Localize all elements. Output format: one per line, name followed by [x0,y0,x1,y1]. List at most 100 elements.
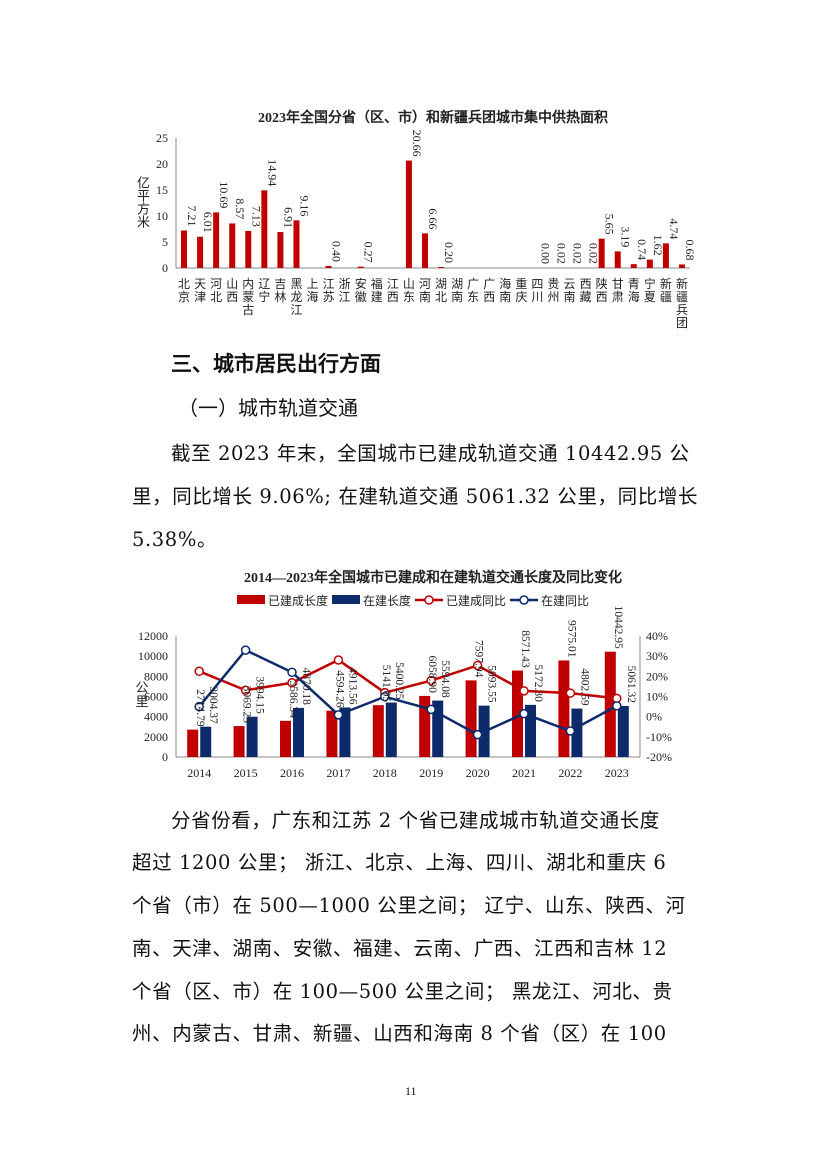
paragraph-line: 超过 1200 公里； 浙江、北京、上海、四川、湖北和重庆 6 [132,851,667,874]
x-tick-label: 四 [531,277,543,291]
bar [326,710,338,757]
chart-title: 2014—2023年全国城市已建成和在建轨道交通长度及同比变化 [244,569,622,586]
bar [598,238,605,268]
x-tick-label: 东 [467,290,479,304]
y-axis-label: 公 [135,680,148,695]
bar [339,707,351,757]
x-tick-label: 2020 [466,766,490,780]
bar [678,264,685,268]
x-tick-label: 2017 [326,766,350,780]
bar [646,259,653,268]
line-marker [472,660,483,671]
section-heading: 三、城市居民出行方面 [171,352,381,376]
paragraph-line: 州、内蒙古、甘肃、新疆、山西和海南 8 个省（区）在 100 [132,1022,667,1045]
y-tick-label: 2000 [144,730,168,744]
bar [277,232,284,268]
bar [465,680,477,757]
legend-label: 在建同比 [541,594,589,608]
x-tick-label: 内 [242,277,254,291]
bar [181,230,188,268]
bar [213,212,220,268]
legend-label: 在建长度 [363,593,411,608]
y-tick-label: 0 [162,261,168,275]
bar [525,704,536,757]
x-tick-label: 川 [531,290,543,304]
x-tick-label: 西 [226,290,238,304]
chart-title: 2023年全国分省（区、市）和新疆兵团城市集中供热面积 [258,109,608,126]
data-label: 0.68 [683,239,697,260]
y-tick-label: 6000 [144,690,168,704]
data-label: 0.20 [442,242,456,263]
x-tick-label: 云 [564,277,576,291]
bar [558,660,570,757]
data-label: 9.16 [297,195,311,216]
x-tick-label: 南 [419,289,431,304]
paragraph-line: 南、天津、湖南、安徽、福建、云南、广西、江西和吉林 12 [132,937,668,960]
x-tick-label: 2022 [558,766,582,780]
y-axis-label: 亿平方米 [135,176,150,228]
legend-marker [424,595,434,605]
data-label: 10.69 [217,181,231,208]
y-tick-label: 8000 [144,669,168,683]
line-marker [240,685,251,695]
x-tick-label: 广 [483,277,495,291]
y2-tick-label: 10% [646,690,668,704]
x-tick-label: 西 [596,290,608,304]
line-marker [519,708,529,719]
y-tick-label: 15 [156,183,168,197]
bar [419,695,431,757]
x-tick-label: 蒙 [242,290,254,304]
x-tick-label: 宁 [644,276,656,291]
line-marker [426,675,436,686]
x-tick-label: 疆 [676,290,688,304]
x-tick-label: 徽 [355,289,367,304]
data-label: 2714.79 [194,689,206,727]
x-tick-label: 2014 [187,766,211,780]
bar [421,233,428,268]
x-tick-label: 辽 [258,277,270,291]
data-label: 3004.37 [207,686,219,724]
x-tick-label: 南 [451,289,463,304]
x-tick-label: 团 [676,316,688,330]
x-tick-label: 海 [628,289,640,304]
data-label: 8.57 [233,198,247,219]
bar [187,729,199,757]
data-label: 4913.56 [346,667,358,705]
paragraph-line: 个省（市）在 500—1000 公里之间； 辽宁、山东、陕西、河 [132,894,686,917]
x-tick-label: 西 [387,290,399,304]
x-tick-label: 海 [499,276,511,291]
x-tick-label: 京 [178,290,190,304]
data-label: 0.40 [330,241,344,262]
bar [280,720,291,757]
x-tick-label: 疆 [660,290,672,304]
bar [438,266,445,268]
x-tick-label: 江 [290,303,302,317]
bar [357,266,364,268]
data-label: 10442.95 [612,606,624,649]
x-tick-label: 北 [210,290,222,304]
data-label: 0.27 [362,242,376,263]
line-marker [194,666,204,677]
data-label: 14.94 [265,159,279,186]
data-label: 0.00 [538,243,552,264]
x-tick-label: 兵 [676,303,688,317]
legend-marker [519,595,529,605]
data-label: 4870.18 [300,668,312,706]
x-tick-label: 贵 [547,277,559,291]
x-tick-label: 西 [483,290,495,304]
data-label: 0.02 [587,243,601,264]
bar [571,708,583,757]
legend-swatch [237,595,265,604]
data-label: 6058.90 [426,656,438,694]
subsection-heading: （一）城市轨道交通 [178,396,358,420]
data-label: 5172.30 [532,664,544,702]
legend-label: 已建成同比 [446,594,506,608]
x-tick-label: 宁 [258,289,270,304]
y2-tick-label: -20% [646,750,672,764]
x-tick-label: 建 [371,290,383,304]
line-series [198,658,617,700]
legend-label: 已建成长度 [268,593,328,608]
x-tick-label: 庆 [515,290,527,304]
paragraph-line: 分省份看，广东和江苏 2 个省已建成城市轨道交通长度 [171,809,660,832]
